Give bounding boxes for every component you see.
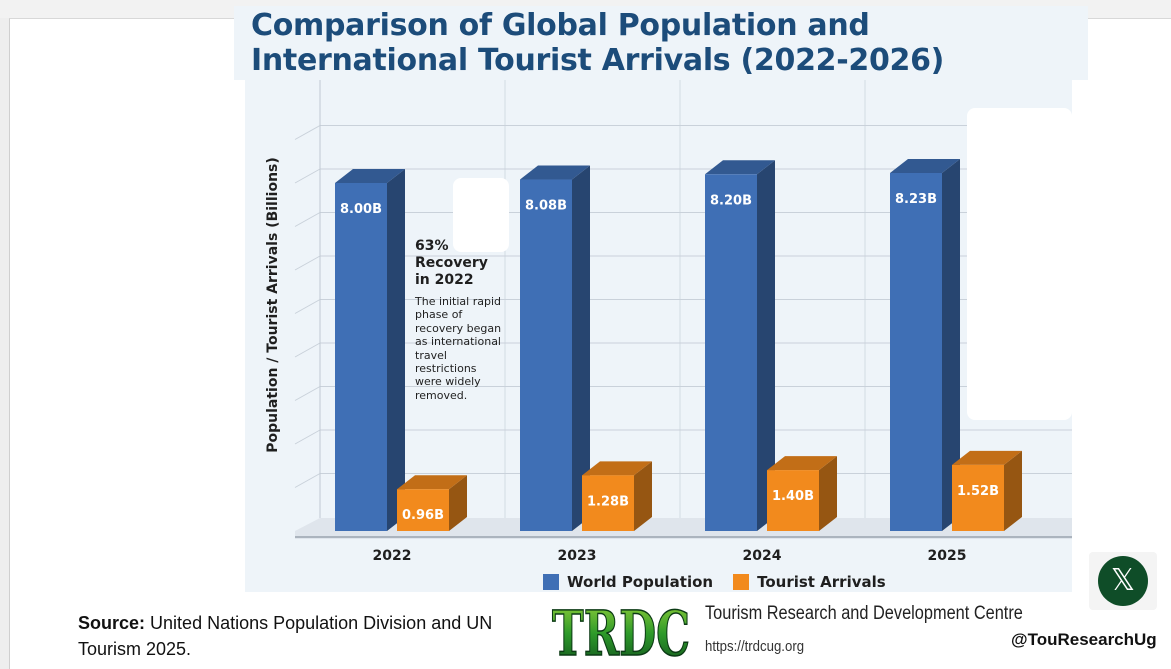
annotation-line: restrictions [415, 362, 477, 376]
bar-side [634, 461, 652, 531]
data-label: 1.28B [587, 494, 629, 509]
legend-swatch-orange [733, 574, 750, 590]
x-icon[interactable]: 𝕏 [1098, 556, 1148, 606]
data-label: 1.52B [957, 484, 999, 499]
gridline-left [294, 212, 321, 227]
gridline-left [294, 255, 321, 271]
source-note: Source: United Nations Population Divisi… [78, 610, 518, 662]
chart-legend: World Population Tourist Arrivals [543, 572, 906, 592]
bar [335, 183, 387, 531]
bar-top [397, 475, 467, 490]
title-band [234, 6, 1088, 80]
recovery-annotation: 63% Recovery in 2022 The initial rapid p… [415, 238, 515, 402]
annotation-line: removed. [415, 388, 468, 402]
bar [520, 179, 572, 531]
legend-swatch-blue [543, 574, 559, 590]
bar [397, 489, 449, 531]
bar-side [819, 456, 837, 531]
gridline-left [294, 342, 321, 358]
legend-label: Tourist Arrivals [757, 573, 886, 591]
logo-text: TRDC [552, 597, 690, 665]
legend-label: World Population [567, 573, 714, 591]
annotation-line: The initial rapid [415, 295, 501, 308]
gridline-left [294, 386, 321, 401]
annotation-line: as international [415, 335, 501, 349]
bar-chart: 8.00B 0.96B 2022 8.08B 1.28B 2023 8.20B 1.40B 20… [294, 80, 1072, 564]
bar-side [449, 475, 467, 531]
y-axis-label-text: Population / Tourist Arrivals (Billions) [265, 157, 281, 453]
data-label: 1.40B [772, 489, 814, 504]
bar-top [767, 456, 837, 471]
gridline-left [294, 473, 321, 488]
source-text: United Nations Population Division and U… [78, 613, 493, 659]
bar-side [1004, 450, 1022, 531]
y-axis-label: Population / Tourist Arrivals (Billions) [251, 140, 295, 470]
chart-floor [295, 518, 1072, 539]
bar [952, 464, 1004, 531]
x-tick-label: 2022 [373, 548, 412, 564]
bar-side [942, 158, 960, 531]
x-tick-label: 2023 [558, 548, 597, 564]
bar-top [520, 165, 590, 180]
redaction-box [453, 178, 509, 252]
org-name: Tourism Research and Development Centre [705, 603, 1023, 624]
x-tick-label: 2025 [928, 548, 967, 564]
gridline-left [294, 429, 321, 445]
chart-panel: 8.00B 0.96B 2022 8.08B 1.28B 2023 8.20B 1.40B 20… [245, 80, 1072, 592]
bar [582, 475, 634, 531]
data-label: 8.23B [895, 192, 937, 207]
annotation-line: phase of [415, 308, 463, 322]
annotation-heading-3: in 2022 [415, 272, 474, 288]
annotation-heading-1: 63% [415, 238, 449, 254]
bar-top [335, 169, 405, 183]
annotation-line: were widely [415, 375, 481, 389]
bar [890, 172, 942, 531]
org-url[interactable]: https://trdcug.org [705, 638, 805, 655]
data-label: 8.00B [340, 202, 382, 217]
bar [767, 470, 819, 531]
annotation-body: The initial rapid phase of recovery bega… [415, 295, 515, 402]
legend-item-world-population: World Population [543, 573, 713, 591]
bar-top [582, 461, 652, 476]
social-handle[interactable]: @TouResearchUg [1011, 630, 1157, 649]
x-tick-label: 2024 [743, 548, 782, 564]
gridline-left [294, 299, 321, 314]
data-label: 0.96B [402, 508, 444, 523]
bar-side [572, 165, 590, 531]
bar-side [387, 169, 405, 531]
bar [705, 174, 757, 532]
redaction-box [967, 108, 1072, 420]
data-label: 8.08B [525, 199, 567, 214]
source-label: Source: [78, 613, 146, 633]
bar-top [952, 450, 1022, 465]
chart-title: Comparison of Global Population and Inte… [251, 8, 945, 78]
trdc-logo: TRDC [551, 597, 691, 665]
bar-side [757, 160, 775, 532]
gridline-left [294, 168, 321, 184]
bar-top [890, 158, 960, 173]
annotation-line: travel [415, 348, 447, 362]
annotation-heading-2: Recovery [415, 255, 488, 271]
data-label: 8.20B [710, 193, 752, 208]
legend-item-tourist-arrivals: Tourist Arrivals [733, 573, 886, 591]
bar-top [705, 160, 775, 175]
gridline-left [294, 125, 321, 140]
annotation-line: recovery began [415, 321, 502, 335]
